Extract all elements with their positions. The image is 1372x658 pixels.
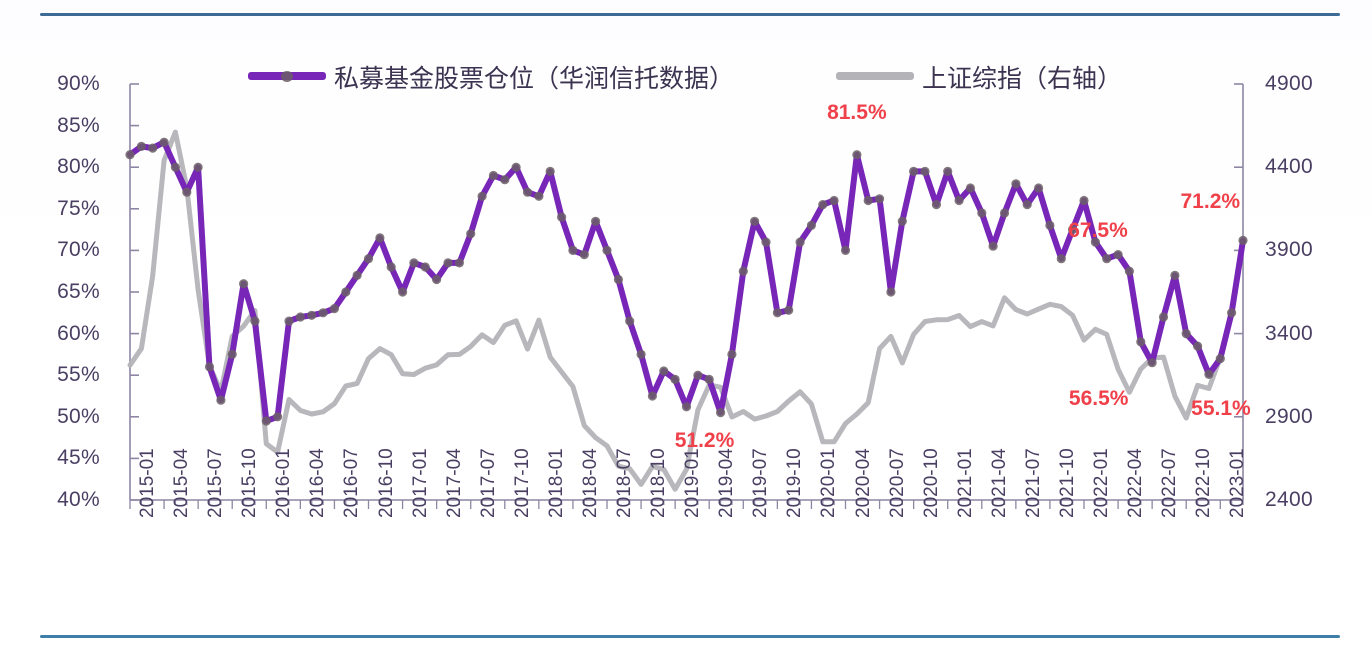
data-annotation-label: 71.2% <box>1180 190 1241 214</box>
data-annotation-label: 81.5% <box>827 100 887 124</box>
y-axis-left-tick-label: 65% <box>57 280 100 303</box>
x-axis-tick-label: 2017-07 <box>477 448 499 518</box>
x-axis-tick-label: 2020-10 <box>920 448 942 518</box>
x-axis-tick-label: 2015-01 <box>137 448 158 518</box>
x-axis-tick-label: 2015-07 <box>205 448 227 518</box>
x-axis-tick-label: 2020-07 <box>886 448 908 518</box>
y-axis-right-tick-label: 3400 <box>1265 321 1313 345</box>
y-axis-left-tick-label: 55% <box>57 363 100 387</box>
y-axis-left-tick-label: 90% <box>57 72 100 95</box>
x-axis-tick-label: 2019-10 <box>784 448 806 518</box>
x-axis-tick-label: 2017-10 <box>511 448 533 518</box>
x-axis-tick-label: 2022-04 <box>1125 448 1147 518</box>
y-axis-left-tick-label: 40% <box>57 488 100 511</box>
x-axis-tick-label: 2021-01 <box>954 448 976 518</box>
x-axis-tick-label: 2022-07 <box>1159 448 1181 518</box>
y-axis-right-tick-label: 2900 <box>1265 404 1313 428</box>
y-axis-right-tick-label: 3900 <box>1265 238 1313 262</box>
y-axis-left-tick-label: 75% <box>57 196 100 220</box>
axes-group <box>129 83 1244 509</box>
legend-swatch-shanghai-index <box>836 72 914 80</box>
y-axis-left-tick-label: 80% <box>57 155 100 179</box>
x-axis-tick-label: 2016-10 <box>375 448 397 518</box>
y-axis-right-tick-label: 4900 <box>1265 72 1313 95</box>
legend-label-shanghai-index: 上证综指（右轴） <box>922 64 1123 93</box>
x-axis-tick-label: 2016-04 <box>307 448 329 518</box>
y-axis-left-tick-label: 60% <box>57 321 100 345</box>
x-axis-tick-label: 2016-07 <box>341 448 363 518</box>
x-axis-tick-label: 2015-10 <box>239 448 261 518</box>
legend-label-fund-position: 私募基金股票仓位（华润信托数据） <box>334 64 735 93</box>
y-axis-right-tick-label: 4400 <box>1265 155 1313 179</box>
y-axis-left-tick-label: 70% <box>57 238 100 262</box>
x-axis-tick-label: 2019-07 <box>750 448 772 518</box>
data-annotation-label: 51.2% <box>674 428 735 452</box>
x-axis-tick-label: 2016-01 <box>273 448 295 518</box>
bottom-divider-rule <box>40 635 1340 638</box>
y-axis-left-tick-label: 45% <box>57 446 100 470</box>
x-axis-tick-label: 2019-04 <box>716 448 738 518</box>
x-axis-tick-label: 2022-01 <box>1091 448 1112 518</box>
x-axis-tick-label: 2022-10 <box>1193 448 1215 518</box>
top-divider-rule <box>40 13 1340 16</box>
x-axis-tick-label: 2021-04 <box>988 448 1010 518</box>
x-axis-tick-label: 2015-04 <box>171 448 193 518</box>
data-annotation-label: 56.5% <box>1068 386 1129 410</box>
x-axis-tick-label: 2021-07 <box>1022 448 1044 518</box>
x-axis-tick-label: 2021-10 <box>1056 448 1078 518</box>
x-axis-tick-label: 2017-04 <box>443 448 465 518</box>
y-axis-right-tick-label: 2400 <box>1265 488 1313 511</box>
x-axis-tick-label: 2018-07 <box>614 448 635 518</box>
data-annotation-label: 67.5% <box>1068 219 1128 243</box>
x-axis-tick-label: 2023-01 <box>1227 448 1249 518</box>
y-axis-left-tick-label: 85% <box>57 113 100 137</box>
x-axis-tick-label: 2017-01 <box>409 448 431 518</box>
y-axis-left-tick-label: 50% <box>57 404 100 428</box>
x-axis-tick-label: 2020-01 <box>818 448 840 518</box>
x-axis-tick-label: 2018-10 <box>648 448 670 518</box>
x-axis-tick-label: 2020-04 <box>852 448 874 518</box>
legend-marker-icon <box>281 71 293 82</box>
data-annotation-label: 55.1% <box>1191 397 1251 421</box>
x-axis-tick-label: 2019-01 <box>682 448 704 518</box>
series-group <box>125 129 1248 492</box>
x-axis-tick-label: 2018-04 <box>579 448 601 518</box>
x-axis-tick-label: 2018-01 <box>545 448 567 518</box>
